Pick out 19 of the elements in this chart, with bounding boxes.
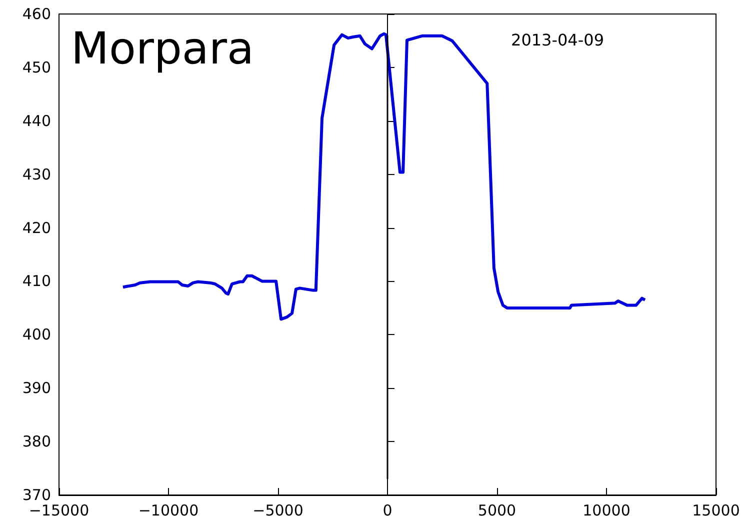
y-tick-label: 430 <box>22 165 51 184</box>
x-tick-label: 0 <box>382 502 392 518</box>
y-tick-label: 410 <box>22 272 51 290</box>
chart-title: Morpara <box>71 24 254 74</box>
x-tick-label: −5000 <box>252 502 304 518</box>
x-tick-label: 15000 <box>692 502 740 518</box>
y-tick-label: 460 <box>22 5 51 23</box>
y-tick-label: 390 <box>22 379 51 398</box>
x-tick-label: −15000 <box>28 502 90 518</box>
y-tick-label: 450 <box>22 58 51 76</box>
x-tick-label: 5000 <box>478 502 516 518</box>
annotation: 2013-04-09 <box>511 30 604 50</box>
y-tick-label: 380 <box>22 432 51 451</box>
x-tick-label: −10000 <box>138 502 199 518</box>
y-tick-label: 370 <box>22 486 51 504</box>
x-tick-label: 10000 <box>582 502 630 518</box>
y-tick-label: 440 <box>22 112 51 130</box>
y-tick-label: 420 <box>22 218 51 237</box>
y-tick-label: 400 <box>22 326 51 344</box>
